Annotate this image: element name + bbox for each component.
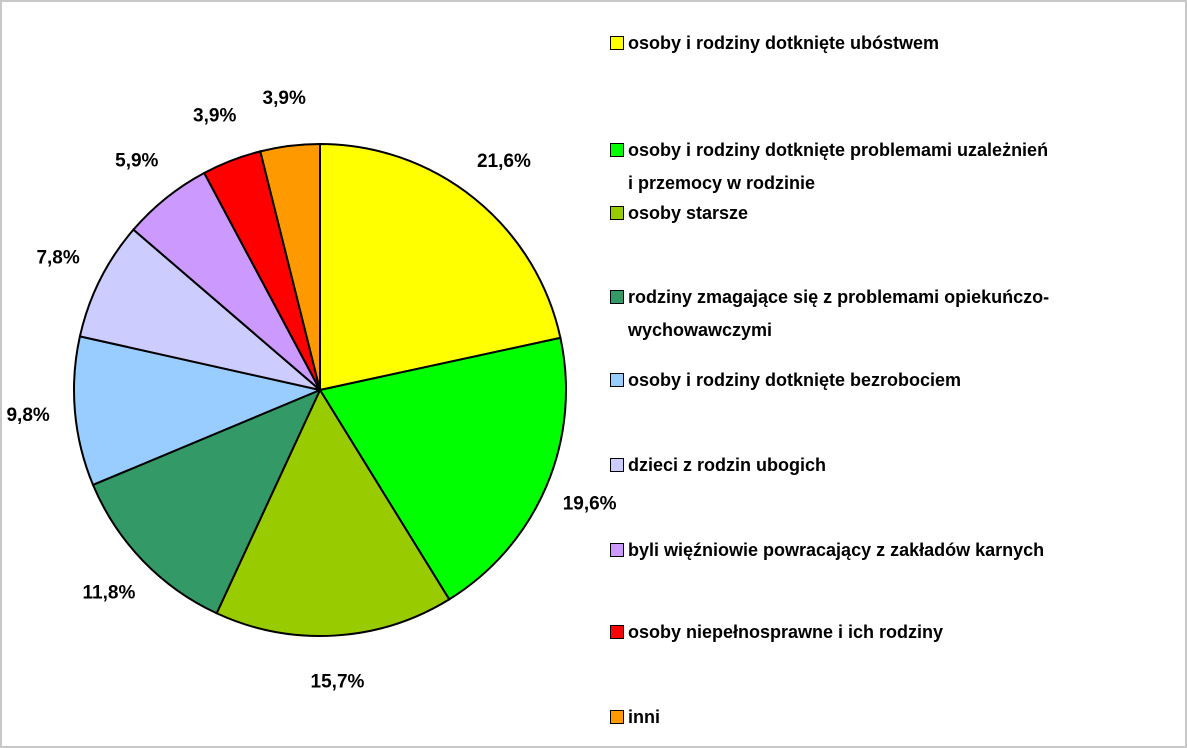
data-label: 5,9% xyxy=(115,150,158,171)
data-label: 9,8% xyxy=(6,405,49,426)
legend-label: dzieci z rodzin ubogich xyxy=(628,455,826,475)
pie-slice xyxy=(73,335,324,487)
data-label: 3,9% xyxy=(263,88,306,109)
legend-label: osoby i rodziny dotknięte ubóstwem xyxy=(628,33,940,53)
legend-swatch xyxy=(610,458,624,472)
pie-slice xyxy=(215,387,451,637)
legend-swatch xyxy=(610,36,624,50)
data-label: 11,8% xyxy=(83,582,136,603)
data-label: 19,6% xyxy=(563,494,617,515)
legend-swatch xyxy=(610,206,624,220)
pie-slice xyxy=(319,142,562,392)
legend-swatch xyxy=(610,710,624,724)
legend-label: osoby niepełnosprawne i ich rodziny xyxy=(628,622,944,642)
legend-swatch xyxy=(610,143,624,157)
data-label: 3,9% xyxy=(193,106,236,127)
data-label: 7,8% xyxy=(36,248,79,269)
legend-label: byli więźniowie powracający z zakładów k… xyxy=(628,540,1045,560)
legend-swatch xyxy=(610,290,624,304)
pie-slice xyxy=(259,142,321,391)
pie-slice xyxy=(318,336,567,601)
data-label: 21,6% xyxy=(477,151,531,172)
legend-label: rodziny zmagające się z problemami opiek… xyxy=(628,287,1050,340)
legend-swatch xyxy=(610,543,624,557)
legend-label: osoby i rodziny dotknięte bezrobociem xyxy=(628,370,962,390)
legend-swatch xyxy=(610,625,624,639)
legend-swatch xyxy=(610,373,624,387)
pie-slice xyxy=(91,388,322,615)
data-label: 15,7% xyxy=(311,671,365,692)
legend-label: osoby i rodziny dotknięte problemami uza… xyxy=(628,140,1049,193)
pie-slice xyxy=(78,228,321,391)
legend-label: osoby starsze xyxy=(628,203,749,223)
legend-label: inni xyxy=(628,707,660,727)
